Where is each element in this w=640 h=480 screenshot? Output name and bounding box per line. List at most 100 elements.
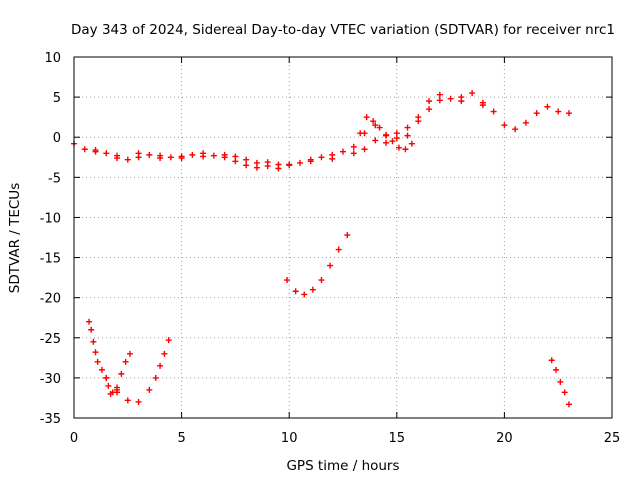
data-point bbox=[165, 337, 172, 344]
data-point bbox=[135, 398, 142, 405]
data-point bbox=[361, 146, 368, 153]
x-tick-label: 10 bbox=[281, 431, 298, 446]
data-point bbox=[372, 122, 379, 129]
series-layer bbox=[71, 90, 572, 408]
data-point bbox=[357, 130, 364, 137]
y-tick-label: 0 bbox=[53, 131, 61, 146]
data-point bbox=[167, 154, 174, 161]
data-point bbox=[426, 106, 433, 113]
data-point bbox=[178, 155, 185, 162]
data-point bbox=[458, 94, 465, 101]
plot-frame bbox=[73, 56, 613, 419]
data-point bbox=[210, 152, 217, 159]
series-main-band-b bbox=[92, 94, 486, 168]
data-point bbox=[253, 159, 260, 166]
data-point bbox=[555, 108, 562, 115]
data-point bbox=[122, 358, 129, 365]
data-point bbox=[548, 357, 555, 364]
data-point bbox=[436, 91, 443, 98]
data-point bbox=[565, 401, 572, 408]
data-point bbox=[557, 378, 564, 385]
data-point bbox=[383, 131, 390, 138]
tick-labels: 0 5 10 15 20 25 10 5 0 -5 -10 -15 -20 -25 -30 -35 bbox=[40, 51, 621, 446]
data-point bbox=[402, 146, 409, 153]
data-point bbox=[90, 338, 97, 345]
series-mid-curve bbox=[284, 232, 351, 298]
data-point bbox=[335, 246, 342, 253]
data-point bbox=[81, 146, 88, 153]
x-tick-label: 20 bbox=[496, 431, 513, 446]
data-point bbox=[469, 90, 476, 97]
data-point bbox=[404, 124, 411, 131]
data-point bbox=[105, 382, 112, 389]
series-left-loop-1 bbox=[86, 318, 121, 396]
data-point bbox=[264, 159, 271, 166]
y-tick-label: -25 bbox=[40, 332, 61, 347]
data-point bbox=[436, 97, 443, 104]
data-point bbox=[243, 162, 250, 169]
grid bbox=[74, 57, 612, 418]
x-tick-label: 5 bbox=[177, 431, 185, 446]
data-point bbox=[426, 98, 433, 105]
data-point bbox=[307, 158, 314, 165]
chart-title: Day 343 of 2024, Sidereal Day-to-day VTE… bbox=[71, 22, 615, 38]
data-point bbox=[107, 390, 114, 397]
data-point bbox=[94, 358, 101, 365]
data-point bbox=[512, 126, 519, 133]
data-point bbox=[447, 95, 454, 102]
data-point bbox=[404, 132, 411, 139]
series-left-loop-3 bbox=[103, 337, 172, 405]
data-point bbox=[286, 161, 293, 168]
y-tick-label: 5 bbox=[53, 91, 61, 106]
data-point bbox=[389, 138, 396, 145]
data-point bbox=[189, 151, 196, 158]
data-point bbox=[553, 366, 560, 373]
data-point bbox=[393, 135, 400, 142]
data-point bbox=[92, 349, 99, 356]
data-point bbox=[157, 155, 164, 162]
data-point bbox=[135, 150, 142, 157]
data-point bbox=[408, 140, 415, 147]
data-point bbox=[340, 148, 346, 155]
data-point bbox=[114, 155, 121, 162]
data-point bbox=[221, 151, 228, 158]
data-point bbox=[350, 150, 357, 157]
data-point bbox=[372, 137, 379, 144]
x-tick-label: 0 bbox=[70, 431, 78, 446]
y-tick-label: -20 bbox=[40, 292, 61, 307]
data-point bbox=[292, 288, 299, 295]
data-point bbox=[88, 326, 95, 333]
data-point bbox=[301, 291, 308, 298]
data-point bbox=[309, 286, 316, 293]
data-point bbox=[114, 386, 121, 393]
data-point bbox=[522, 119, 529, 126]
y-axis-label: SDTVAR / TECUs bbox=[7, 183, 23, 293]
data-point bbox=[243, 156, 250, 163]
data-point bbox=[318, 154, 325, 161]
data-point bbox=[118, 370, 125, 377]
data-point bbox=[86, 318, 93, 325]
data-point bbox=[415, 118, 422, 125]
data-point bbox=[561, 389, 568, 396]
data-point bbox=[152, 374, 159, 381]
series-upper-wisp bbox=[357, 114, 415, 153]
data-point bbox=[200, 153, 207, 160]
y-tick-label: 10 bbox=[44, 51, 61, 66]
data-point bbox=[103, 150, 110, 157]
x-tick-label: 25 bbox=[604, 431, 621, 446]
y-tick-label: -5 bbox=[48, 171, 61, 186]
data-point bbox=[126, 350, 133, 357]
data-point bbox=[98, 366, 105, 373]
data-point bbox=[146, 386, 153, 393]
data-point bbox=[344, 232, 351, 239]
data-point bbox=[161, 350, 168, 357]
data-point bbox=[296, 159, 303, 166]
data-point bbox=[370, 118, 377, 125]
data-point bbox=[533, 110, 540, 117]
data-point bbox=[284, 277, 291, 284]
data-point bbox=[92, 147, 99, 154]
data-point bbox=[232, 153, 239, 160]
data-point bbox=[103, 374, 110, 381]
data-point bbox=[350, 143, 357, 150]
